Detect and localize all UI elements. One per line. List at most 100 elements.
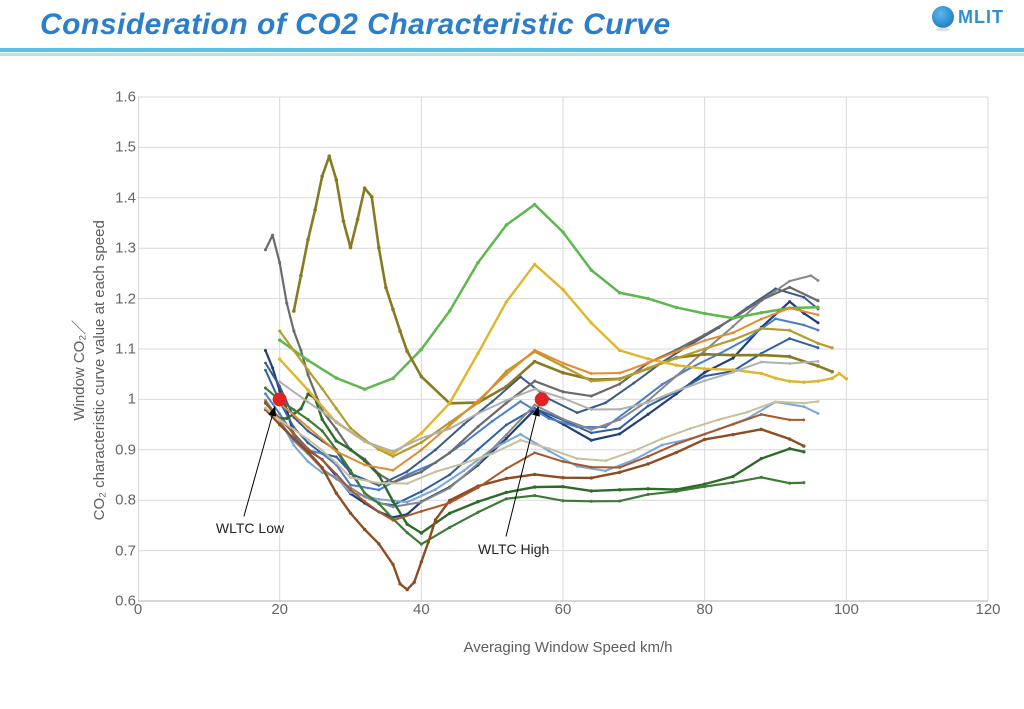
series-point: [816, 299, 819, 302]
series-point: [561, 476, 564, 479]
series-point: [448, 473, 451, 476]
series-point: [533, 263, 536, 266]
series-point: [405, 523, 408, 526]
chart-container: Window CO₂／ CO₂ characteristic curve val…: [70, 85, 1000, 660]
series-point: [731, 475, 734, 478]
series-point: [547, 417, 550, 420]
series-point: [732, 325, 735, 328]
series-point: [335, 428, 338, 431]
series-point: [675, 306, 679, 310]
series-point: [562, 460, 565, 463]
series-point: [335, 492, 338, 495]
series-point: [732, 371, 735, 374]
series-point: [646, 297, 650, 301]
chart-plot: [138, 91, 998, 631]
series-point: [420, 560, 423, 563]
y-tick-label: 0.7: [115, 542, 136, 559]
series-point: [476, 352, 479, 355]
series-point: [363, 440, 366, 443]
series-point: [278, 385, 281, 388]
series-point: [406, 482, 409, 485]
series-point: [519, 439, 522, 442]
series-point: [561, 499, 564, 502]
series-point: [618, 408, 621, 411]
series-point: [675, 443, 678, 446]
series-point: [363, 495, 366, 498]
series-point: [321, 387, 324, 390]
series-point: [604, 426, 607, 429]
series-point: [703, 352, 707, 356]
series-point: [618, 427, 621, 430]
series-point: [491, 452, 494, 455]
series-point: [505, 491, 508, 494]
series-point: [392, 519, 395, 522]
series-point: [420, 375, 424, 379]
series-point: [760, 372, 763, 375]
series-point: [363, 492, 366, 495]
series-point: [320, 174, 324, 178]
series-point: [561, 390, 564, 393]
x-tick-label: 40: [413, 601, 430, 618]
series-point: [802, 419, 805, 422]
series-point: [788, 286, 791, 289]
series-point: [561, 230, 565, 234]
series-point: [802, 324, 805, 327]
series-point: [646, 367, 649, 370]
series-point: [505, 300, 508, 303]
series-point: [264, 248, 267, 251]
series-point: [335, 376, 339, 380]
series-point: [392, 450, 395, 453]
series-point: [561, 485, 564, 488]
series-point: [760, 327, 763, 330]
series-point: [590, 380, 593, 383]
series-point: [746, 337, 749, 340]
series-point: [420, 448, 423, 451]
series-point: [732, 423, 735, 426]
series-point: [576, 425, 579, 428]
series-point: [292, 408, 295, 411]
series-point: [533, 404, 536, 407]
series-point: [533, 494, 536, 497]
series-point: [306, 368, 309, 371]
series-point: [816, 364, 820, 368]
series-point: [392, 505, 395, 508]
series-point: [491, 400, 494, 403]
series-point: [618, 466, 621, 469]
series-point: [377, 489, 380, 492]
series-point: [717, 418, 720, 421]
series-point: [802, 481, 805, 484]
x-tick-label: 80: [696, 601, 713, 618]
series-point: [306, 238, 310, 242]
series-point: [278, 338, 282, 342]
series-point: [618, 382, 621, 385]
series-point: [646, 357, 649, 360]
series-point: [349, 427, 352, 430]
series-point: [830, 377, 833, 380]
series-point: [448, 502, 451, 505]
series-point: [405, 588, 408, 591]
series-point: [434, 448, 437, 451]
series-point: [264, 401, 267, 404]
series-point: [590, 476, 593, 479]
series-point: [307, 401, 310, 404]
y-tick-label: 1.3: [115, 240, 136, 257]
series-point: [646, 413, 649, 416]
series-point: [377, 246, 381, 250]
series-point: [278, 419, 281, 422]
page-title: Consideration of CO2 Characteristic Curv…: [40, 8, 984, 42]
series-point: [377, 482, 380, 485]
series-point: [299, 349, 302, 352]
series-point: [647, 401, 650, 404]
series-point: [391, 377, 395, 381]
y-tick-label: 1.1: [115, 341, 136, 358]
series-point: [278, 423, 281, 426]
series-point: [802, 450, 805, 453]
y-axis-label-line1: Window CO₂／: [71, 320, 88, 421]
series-point: [760, 318, 763, 321]
series-point: [505, 497, 508, 500]
series-point: [533, 360, 537, 364]
series-point: [363, 500, 366, 503]
series-point: [760, 413, 763, 416]
series-point: [646, 462, 649, 465]
series-point: [335, 420, 338, 423]
